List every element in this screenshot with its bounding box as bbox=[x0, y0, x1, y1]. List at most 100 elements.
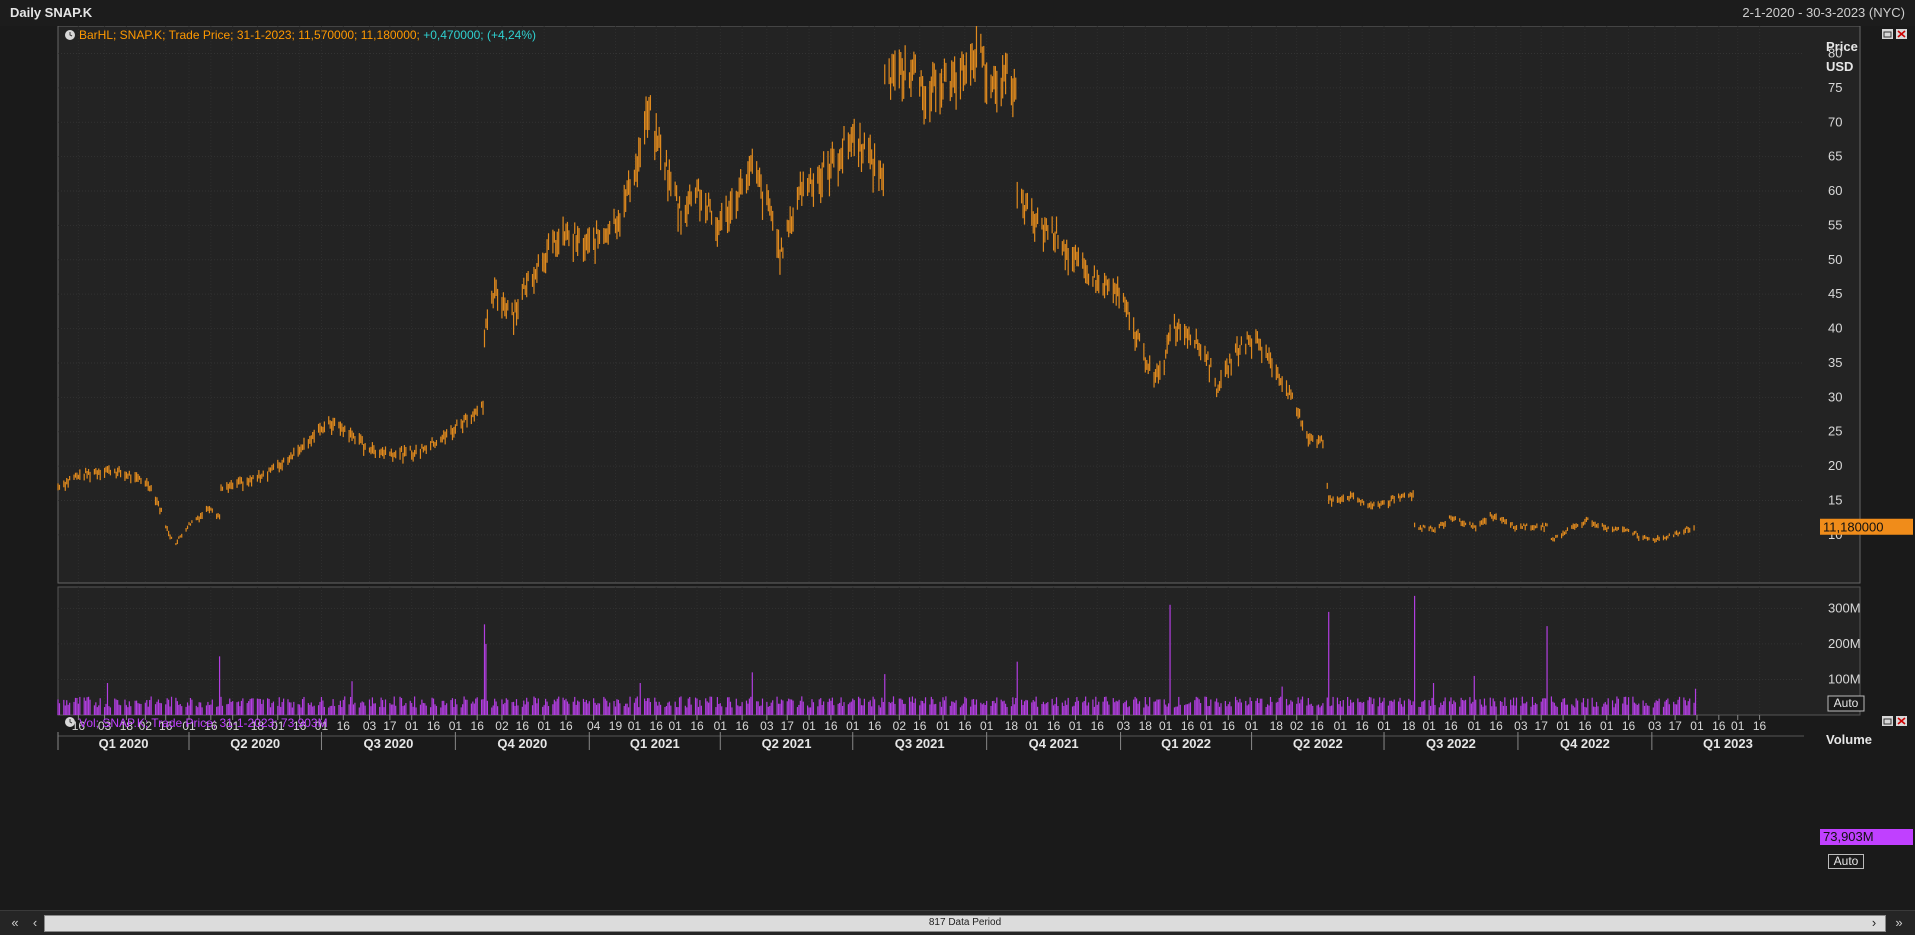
chart-area[interactable]: 101520253035404550556065707580 100M200M3… bbox=[0, 23, 1915, 908]
x-tick-label: 03 bbox=[1648, 719, 1662, 733]
x-tick-label: 01 bbox=[1556, 719, 1570, 733]
x-tick-label: 16 bbox=[1181, 719, 1195, 733]
x-tick-label: 19 bbox=[609, 719, 623, 733]
x-tick-label: 16 bbox=[337, 719, 351, 733]
x-tick-label: 17 bbox=[383, 719, 397, 733]
previous-page-icon[interactable]: ‹ bbox=[32, 915, 38, 930]
quarter-label: Q4 2021 bbox=[1029, 736, 1079, 751]
x-tick-label: 16 bbox=[1444, 719, 1458, 733]
price-y-tick-label: 65 bbox=[1828, 149, 1842, 164]
next-page-icon[interactable]: › bbox=[1871, 915, 1877, 930]
x-tick-label: 03 bbox=[98, 719, 112, 733]
x-tick-label: 03 bbox=[760, 719, 774, 733]
price-plot-area[interactable] bbox=[57, 25, 1861, 584]
x-tick-label: 16 bbox=[958, 719, 972, 733]
data-period-label: 817 Data Period bbox=[928, 917, 1002, 928]
x-tick-label: 16 bbox=[1356, 719, 1370, 733]
x-tick-label: 01 bbox=[1600, 719, 1614, 733]
quarter-label: Q2 2022 bbox=[1293, 736, 1343, 751]
volume-last-value: 73,903M bbox=[1820, 829, 1913, 845]
volume-grid bbox=[58, 587, 1804, 715]
last-page-icon[interactable]: » bbox=[1895, 915, 1903, 930]
price-legend-change: +0,470000; (+4,24%) bbox=[423, 28, 536, 42]
x-tick-label: 16 bbox=[1712, 719, 1726, 733]
x-tick-label: 02 bbox=[139, 719, 153, 733]
x-tick-label: 01 bbox=[1422, 719, 1436, 733]
quarter-label: Q1 2022 bbox=[1161, 736, 1211, 751]
x-tick-label: 16 bbox=[1047, 719, 1061, 733]
price-bars bbox=[57, 23, 1695, 546]
quarter-label: Q3 2020 bbox=[363, 736, 413, 751]
x-tick-label: 01 bbox=[668, 719, 682, 733]
x-tick-label: 01 bbox=[1245, 719, 1259, 733]
x-tick-label: 01 bbox=[226, 719, 240, 733]
price-y-tick-label: 70 bbox=[1828, 114, 1842, 129]
quarter-label: Q2 2020 bbox=[230, 736, 280, 751]
volume-plot-area[interactable] bbox=[57, 586, 1861, 716]
x-tick-label: 01 bbox=[1200, 719, 1214, 733]
x-tick-label: 17 bbox=[1535, 719, 1549, 733]
x-tick-label: 16 bbox=[1753, 719, 1767, 733]
x-tick-label: 01 bbox=[271, 719, 285, 733]
price-last-value: 11,180000 bbox=[1820, 518, 1913, 535]
price-axis-title: Price bbox=[1826, 39, 1858, 54]
restore-icon[interactable] bbox=[1882, 29, 1893, 39]
price-auto-label[interactable]: Auto bbox=[1833, 696, 1859, 710]
quarter-label: Q1 2020 bbox=[99, 736, 149, 751]
x-tick-label: 02 bbox=[1290, 719, 1304, 733]
volume-axis-title: Volume bbox=[1826, 732, 1872, 747]
volume-auto-button[interactable]: Auto bbox=[1828, 854, 1864, 869]
volume-bars bbox=[57, 595, 1697, 715]
x-tick-label: 16 bbox=[159, 719, 173, 733]
restore-icon[interactable] bbox=[1882, 716, 1893, 726]
price-y-tick-label: 20 bbox=[1828, 458, 1842, 473]
x-tick-label: 16 bbox=[516, 719, 530, 733]
x-tick-label: 16 bbox=[1622, 719, 1636, 733]
price-panel-controls[interactable] bbox=[1882, 29, 1907, 39]
volume-panel-controls[interactable] bbox=[1882, 716, 1907, 726]
x-tick-label: 01 bbox=[1159, 719, 1173, 733]
x-tick-label: 18 bbox=[120, 719, 134, 733]
x-tick-label: 16 bbox=[293, 719, 307, 733]
x-tick-label: 01 bbox=[182, 719, 196, 733]
x-tick-label: 03 bbox=[363, 719, 377, 733]
quarter-label: Q3 2021 bbox=[895, 736, 945, 751]
x-tick-label: 16 bbox=[427, 719, 441, 733]
x-tick-label: 16 bbox=[72, 719, 86, 733]
x-tick-label: 01 bbox=[846, 719, 860, 733]
quarter-label: Q2 2021 bbox=[762, 736, 812, 751]
x-tick-label: 16 bbox=[1310, 719, 1324, 733]
timeline-scrollbar[interactable]: 817 Data Period › bbox=[44, 915, 1886, 932]
x-tick-label: 16 bbox=[824, 719, 838, 733]
volume-legend-text: Vol; SNAP.K; Trade Price; 31-1-2023; 73,… bbox=[79, 716, 328, 730]
date-range: 2-1-2020 - 30-3-2023 (NYC) bbox=[1742, 5, 1905, 20]
x-tick-label: 01 bbox=[1377, 719, 1391, 733]
chart-svg[interactable]: 101520253035404550556065707580 100M200M3… bbox=[0, 23, 1915, 908]
volume-legend bbox=[65, 717, 75, 727]
x-axis: 16 03 18 02 16 01 16 01 18 01 16 01 16 03 17 01 16 01 16 02… bbox=[57, 715, 1804, 751]
x-tick-label: 01 bbox=[936, 719, 950, 733]
x-tick-label: 03 bbox=[1514, 719, 1528, 733]
volume-y-axis: 100M 200M 300M bbox=[1828, 600, 1861, 686]
x-tick-label: 01 bbox=[980, 719, 994, 733]
x-tick-label: 01 bbox=[1468, 719, 1482, 733]
x-tick-label: 18 bbox=[1402, 719, 1416, 733]
quarter-label: Q4 2022 bbox=[1560, 736, 1610, 751]
quarter-label: Q4 2020 bbox=[497, 736, 547, 751]
x-tick-label: 04 bbox=[587, 719, 601, 733]
x-tick-label: 16 bbox=[1222, 719, 1236, 733]
title-bar: Daily SNAP.K 2-1-2020 - 30-3-2023 (NYC) bbox=[0, 0, 1915, 27]
x-tick-label: 01 bbox=[405, 719, 419, 733]
x-tick-label: 16 bbox=[650, 719, 664, 733]
price-auto-button[interactable] bbox=[1827, 695, 1865, 712]
x-tick-label: 16 bbox=[735, 719, 749, 733]
price-legend: BarHL; SNAP.K; Trade Price; 31-1-2023; 1… bbox=[65, 28, 536, 42]
x-tick-label: 16 bbox=[204, 719, 218, 733]
volume-y-tick-label: 200M bbox=[1828, 636, 1861, 651]
x-tick-label: 16 bbox=[913, 719, 927, 733]
first-page-icon[interactable]: « bbox=[11, 915, 19, 930]
x-tick-label: 01 bbox=[1334, 719, 1348, 733]
x-tick-label: 16 bbox=[1489, 719, 1503, 733]
x-tick-label: 18 bbox=[1139, 719, 1153, 733]
x-tick-label: 01 bbox=[315, 719, 329, 733]
